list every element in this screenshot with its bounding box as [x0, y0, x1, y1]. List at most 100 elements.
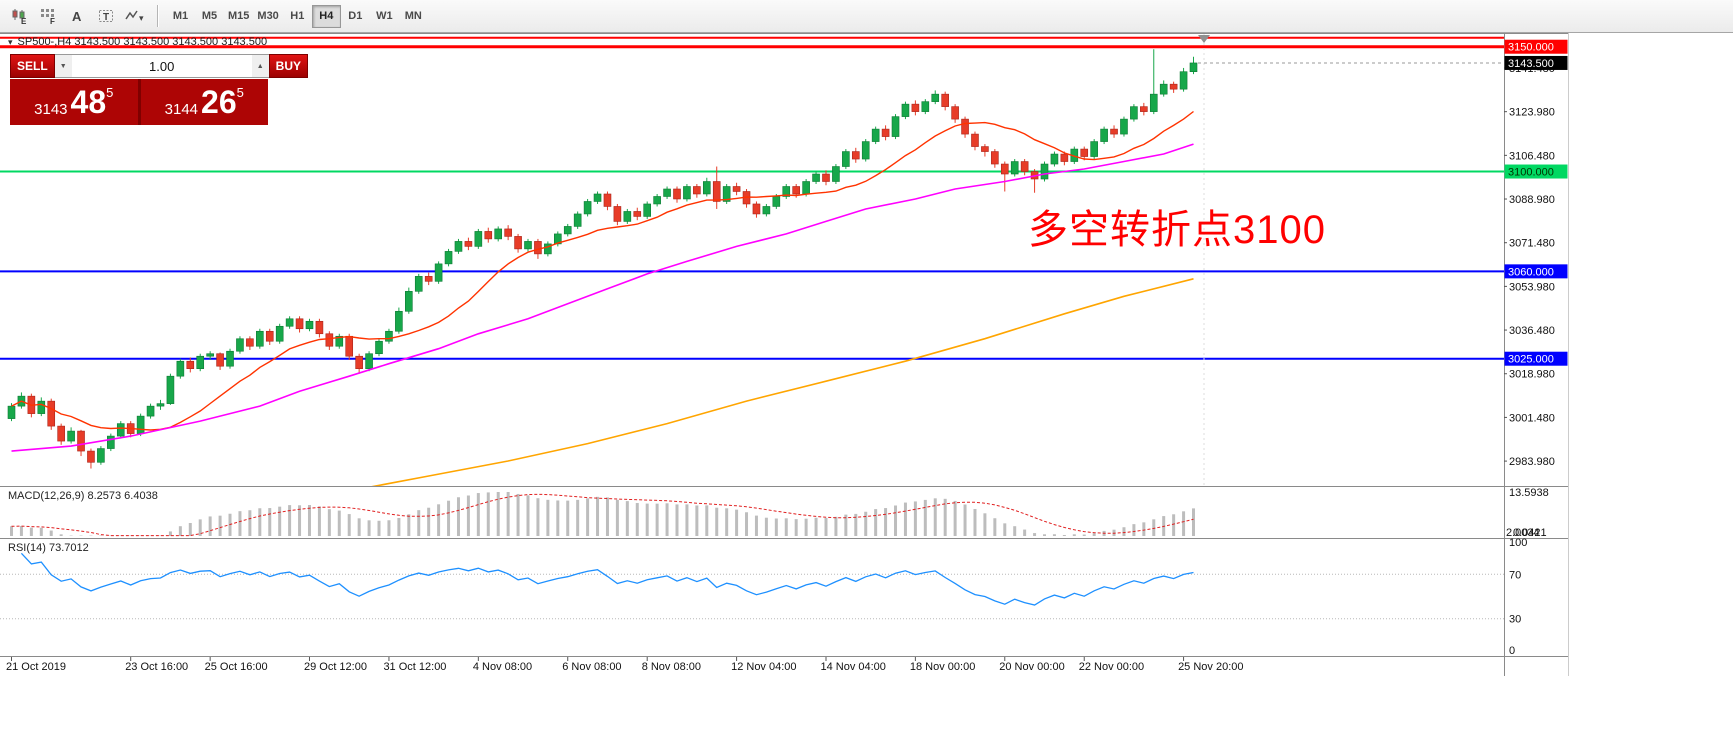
time-axis-label: 18 Nov 00:00 [910, 661, 975, 673]
chart-shift-marker-icon[interactable] [1198, 35, 1210, 43]
rsi-axis-30: 30 [1509, 614, 1521, 626]
candle [673, 188, 681, 200]
text-box-icon[interactable]: T [93, 4, 120, 29]
candle [405, 291, 413, 312]
sell-price-big: 48 [70, 84, 107, 120]
time-axis-label: 21 Oct 2019 [6, 661, 66, 673]
candle [941, 93, 949, 107]
price-axis-label: 3018.980 [1509, 369, 1555, 381]
candle [365, 353, 373, 369]
price-axis-label: 3088.980 [1509, 194, 1555, 206]
candle [1179, 71, 1188, 90]
candle [752, 203, 761, 215]
candle [643, 203, 651, 217]
candle [136, 415, 145, 434]
candle [623, 211, 632, 222]
candle [891, 116, 900, 137]
timeframe-D1[interactable]: D1 [341, 5, 370, 28]
sell-button[interactable]: SELL [10, 54, 55, 78]
candle [385, 330, 393, 342]
macd-panel [10, 492, 1195, 537]
price-axis-label: 3071.480 [1509, 238, 1555, 250]
timeframe-MN[interactable]: MN [399, 5, 428, 28]
candle [1130, 106, 1138, 120]
candle [295, 318, 304, 330]
candle [37, 400, 46, 414]
candle [67, 430, 75, 442]
timeframe-M30[interactable]: M30 [253, 5, 282, 28]
candle [583, 201, 592, 215]
svg-text:F: F [50, 17, 55, 25]
timeframe-M5[interactable]: M5 [195, 5, 224, 28]
candlestick-chart-icon[interactable]: E [6, 4, 33, 29]
candle [47, 400, 56, 427]
buy-price-prefix: 3144 [164, 101, 199, 118]
candle [414, 276, 423, 292]
candle [1189, 62, 1198, 72]
candle [216, 353, 224, 367]
volume-decrease-icon[interactable]: ▼ [54, 55, 72, 77]
candle [593, 193, 602, 202]
buy-price[interactable]: 3144 26 5 [140, 79, 268, 125]
time-axis[interactable]: 21 Oct 2019 23 Oct 16:00 25 Oct 16:00 29 Oc… [6, 657, 1244, 673]
shapes-dropdown-icon[interactable]: ▾ [122, 4, 149, 29]
timeframe-M15[interactable]: M15 [224, 5, 253, 28]
buy-button[interactable]: BUY [268, 54, 309, 78]
sell-price-prefix: 3143 [34, 101, 68, 118]
volume-increase-icon[interactable]: ▲ [251, 55, 269, 77]
candle [87, 450, 95, 463]
timeframe-M1[interactable]: M1 [166, 5, 195, 28]
candle [1169, 83, 1178, 90]
sell-price[interactable]: 3143 48 5 [10, 79, 138, 125]
text-label-icon[interactable]: A [64, 4, 91, 29]
candle [693, 186, 701, 195]
price-axis[interactable]: 3141.4803123.9803106.4803088.9803071.480… [1504, 39, 1568, 657]
time-axis-label: 31 Oct 12:00 [383, 661, 446, 673]
svg-text:3100.000: 3100.000 [1508, 167, 1554, 179]
candle [464, 241, 473, 247]
timeframe-H4[interactable]: H4 [311, 4, 341, 28]
candle [832, 166, 840, 182]
candle [315, 320, 324, 335]
volume-spinner: ▼ ▲ [54, 54, 269, 78]
svg-text:3143.500: 3143.500 [1508, 58, 1554, 70]
candle [434, 263, 443, 282]
volume-input[interactable] [71, 55, 252, 77]
rsi-indicator-label: RSI(14) 73.7012 [8, 542, 89, 554]
price-tag-3060.000: 3060.000 [1504, 264, 1568, 279]
grid-icon[interactable]: F [35, 4, 62, 29]
time-axis-label: 20 Nov 00:00 [999, 661, 1064, 673]
time-axis-label: 14 Nov 04:00 [820, 661, 885, 673]
timeframe-W1[interactable]: W1 [370, 5, 399, 28]
candle [544, 243, 552, 255]
trade-panel-prices: 3143 48 5 3144 26 5 [10, 79, 268, 125]
candle [196, 355, 205, 369]
candle [792, 186, 800, 195]
candle [355, 355, 363, 369]
time-axis-label: 12 Nov 04:00 [731, 661, 796, 673]
current-price-tag: 3143.500 [1504, 55, 1568, 70]
candle [971, 133, 979, 147]
candle [256, 330, 264, 347]
candle [1110, 128, 1118, 135]
macd-axis-max: 13.5938 [1509, 487, 1549, 499]
candle [881, 128, 890, 137]
candle [335, 335, 344, 347]
svg-text:3025.000: 3025.000 [1508, 354, 1554, 366]
trade-panel-toggle-icon[interactable]: ▾ [8, 36, 13, 47]
toolbar-separator [157, 5, 159, 27]
candle [1140, 106, 1148, 112]
candle [712, 181, 721, 202]
price-axis-label: 3036.480 [1509, 325, 1555, 337]
candle [176, 360, 185, 377]
candle [77, 430, 85, 452]
candle [842, 151, 850, 167]
ma-fast-line [11, 110, 1194, 431]
candle [1040, 163, 1049, 180]
candle [961, 118, 969, 135]
candle [345, 335, 354, 357]
timeframe-H1[interactable]: H1 [283, 5, 312, 28]
